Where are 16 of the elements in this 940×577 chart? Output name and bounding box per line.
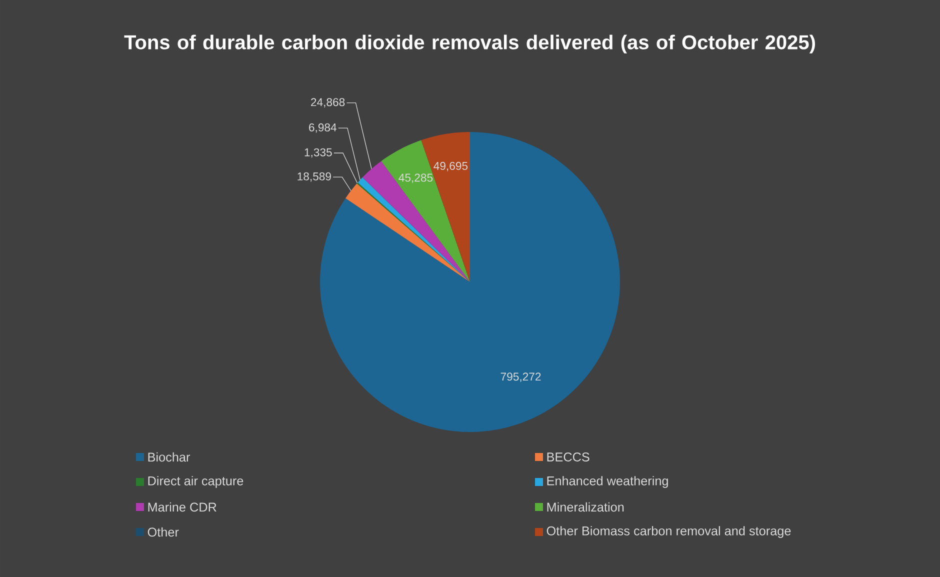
- legend-label: Biochar: [148, 452, 190, 462]
- legend-label: Direct air capture: [148, 476, 244, 488]
- legend-label: Enhanced weathering: [547, 476, 668, 488]
- data-label: 6,984: [309, 123, 336, 133]
- legend-label: BECCS: [547, 452, 590, 462]
- data-label: 795,272: [500, 372, 541, 382]
- data-label: 1,335: [304, 148, 332, 158]
- data-label: 24,868: [311, 98, 345, 108]
- legend-label: Other Biomass carbon removal and storage: [546, 526, 791, 538]
- data-label: 45,285: [398, 174, 433, 184]
- chart-title: Tons of durable carbon dioxide removals delivered (as of October 2025): [124, 34, 815, 54]
- data-label: 18,589: [298, 172, 331, 182]
- data-label: 49,695: [434, 162, 468, 172]
- legend-label: Other: [148, 527, 179, 537]
- legend-label: Mineralization: [547, 502, 624, 512]
- legend-label: Marine CDR: [148, 502, 216, 512]
